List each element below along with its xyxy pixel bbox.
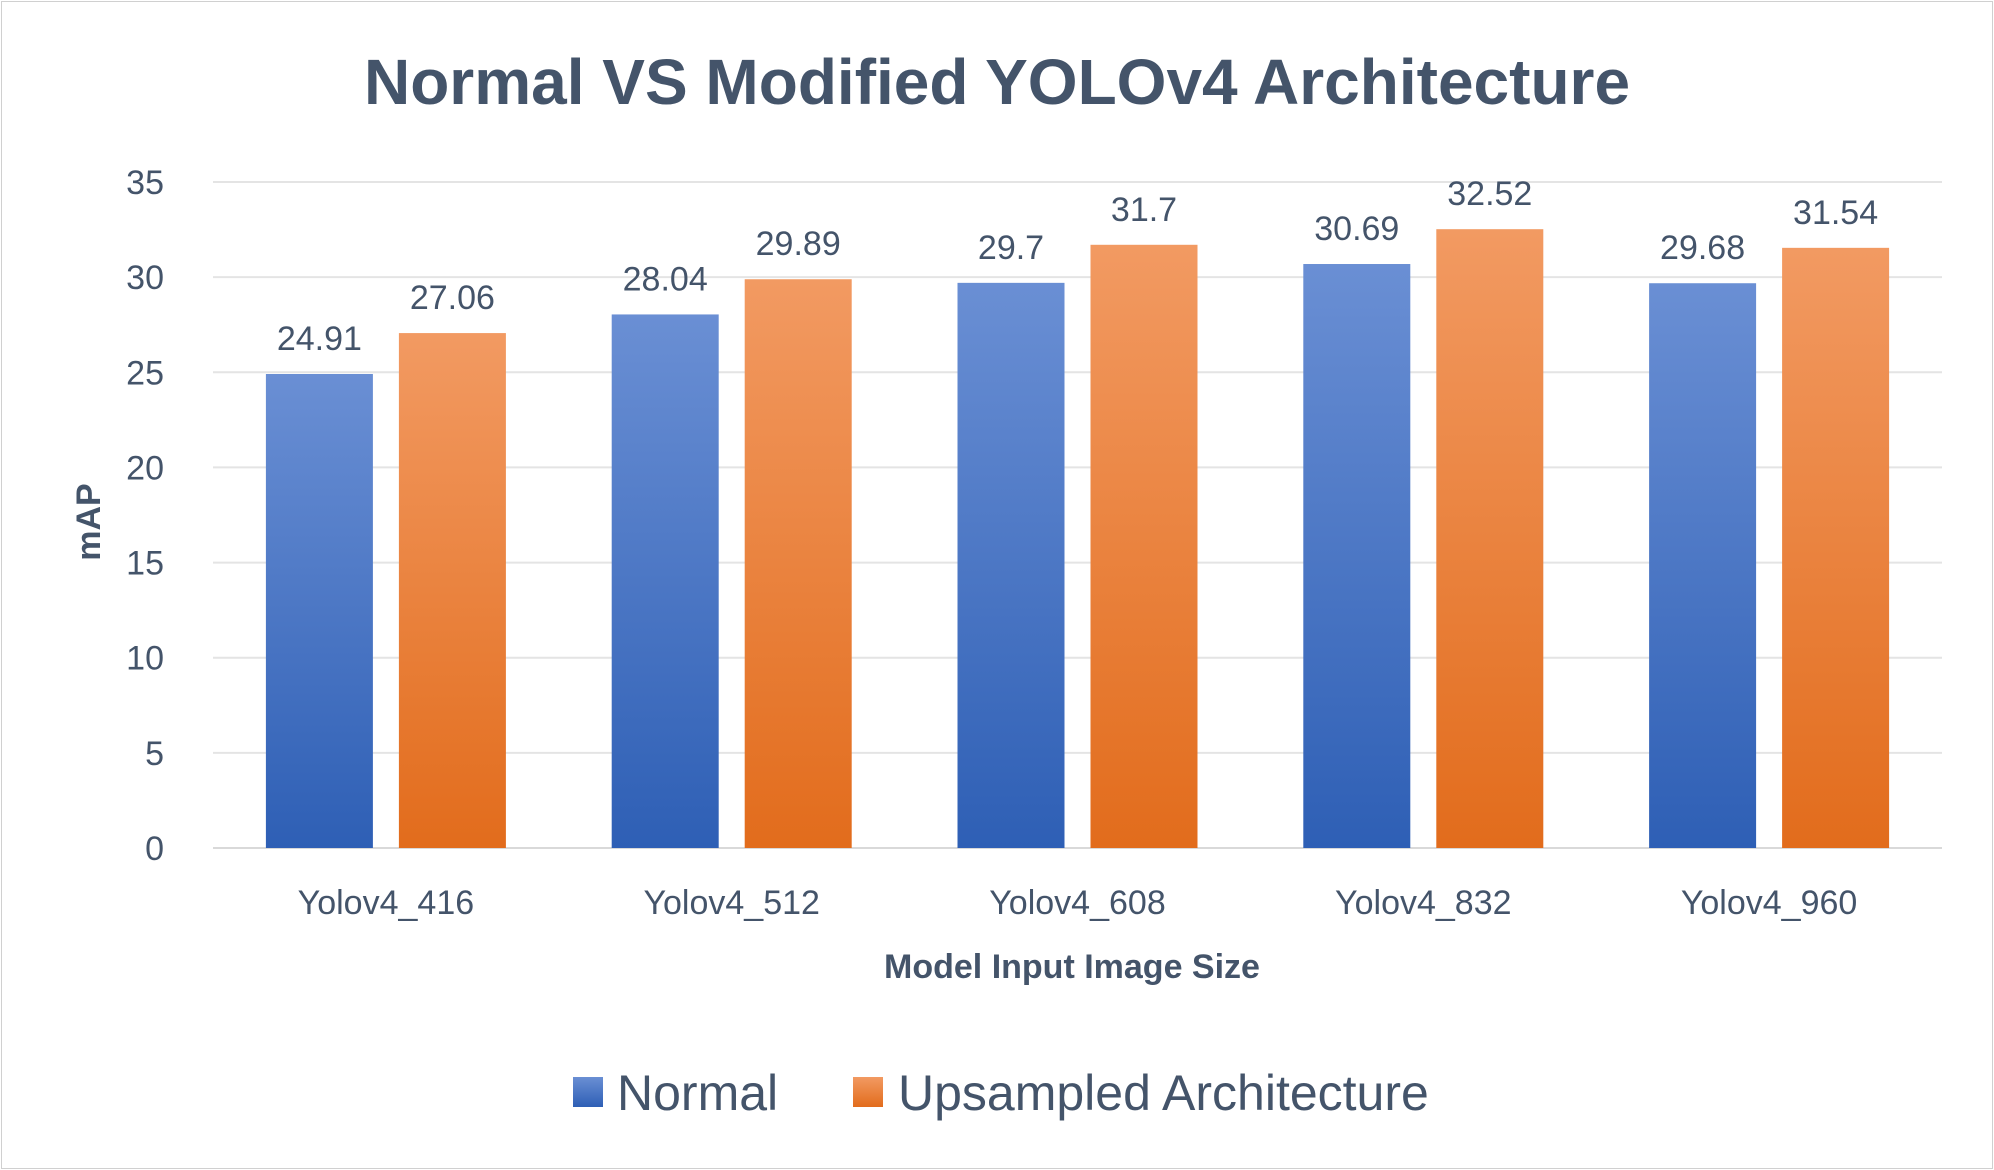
x-tick-label: Yolov4_960: [1681, 884, 1857, 922]
legend-swatch-upsampled: [853, 1077, 883, 1107]
x-axis-ticks: Yolov4_416 Yolov4_512 Yolov4_608 Yolov4_832…: [298, 884, 1858, 922]
y-tick-label: 20: [126, 449, 164, 487]
x-tick-label: Yolov4_416: [298, 884, 474, 922]
data-label: 31.7: [1111, 191, 1177, 229]
data-label: 27.06: [410, 279, 495, 317]
bar-upsampled-Yolov4_960: [1782, 247, 1890, 848]
legend-swatch-normal: [573, 1077, 603, 1107]
y-tick-label: 15: [126, 545, 164, 583]
x-tick-label: Yolov4_832: [1335, 884, 1511, 922]
legend: Normal Upsampled Architecture: [573, 1065, 1429, 1121]
y-tick-label: 25: [126, 354, 164, 392]
data-label: 30.69: [1314, 210, 1399, 248]
y-axis-title: mAP: [70, 483, 108, 560]
x-tick-label: Yolov4_608: [989, 884, 1165, 922]
data-label: 29.68: [1660, 229, 1745, 267]
bar-normal-Yolov4_960: [1649, 283, 1757, 848]
legend-label-normal: Normal: [617, 1065, 778, 1121]
y-tick-label: 10: [126, 640, 164, 678]
chart-title: Normal VS Modified YOLOv4 Architecture: [364, 46, 1630, 118]
bar-normal-Yolov4_832: [1303, 264, 1411, 848]
data-label: 24.91: [277, 320, 362, 358]
y-tick-label: 0: [145, 830, 164, 868]
data-label: 29.7: [978, 229, 1044, 267]
data-labels: 24.91 27.06 28.04 29.89 29.7 31.7 30.69 32.52 29…: [277, 175, 1878, 358]
bar-normal-Yolov4_608: [957, 282, 1065, 848]
data-label: 29.89: [756, 225, 841, 263]
bars: [265, 229, 1890, 849]
bar-upsampled-Yolov4_512: [744, 279, 852, 849]
legend-label-upsampled: Upsampled Architecture: [898, 1065, 1429, 1121]
data-label: 32.52: [1447, 175, 1532, 213]
bar-normal-Yolov4_512: [611, 314, 719, 848]
bar-upsampled-Yolov4_832: [1436, 229, 1544, 848]
y-axis-ticks: 0 5 10 15 20 25 30 35: [126, 164, 164, 868]
y-tick-label: 35: [126, 164, 164, 202]
x-axis-title: Model Input Image Size: [884, 948, 1260, 986]
x-tick-label: Yolov4_512: [643, 884, 819, 922]
data-label: 31.54: [1793, 194, 1878, 232]
data-label: 28.04: [623, 260, 708, 298]
bar-upsampled-Yolov4_416: [398, 333, 506, 848]
bar-upsampled-Yolov4_608: [1090, 244, 1198, 848]
y-tick-label: 5: [145, 735, 164, 773]
bar-normal-Yolov4_416: [265, 373, 373, 848]
y-tick-label: 30: [126, 259, 164, 297]
